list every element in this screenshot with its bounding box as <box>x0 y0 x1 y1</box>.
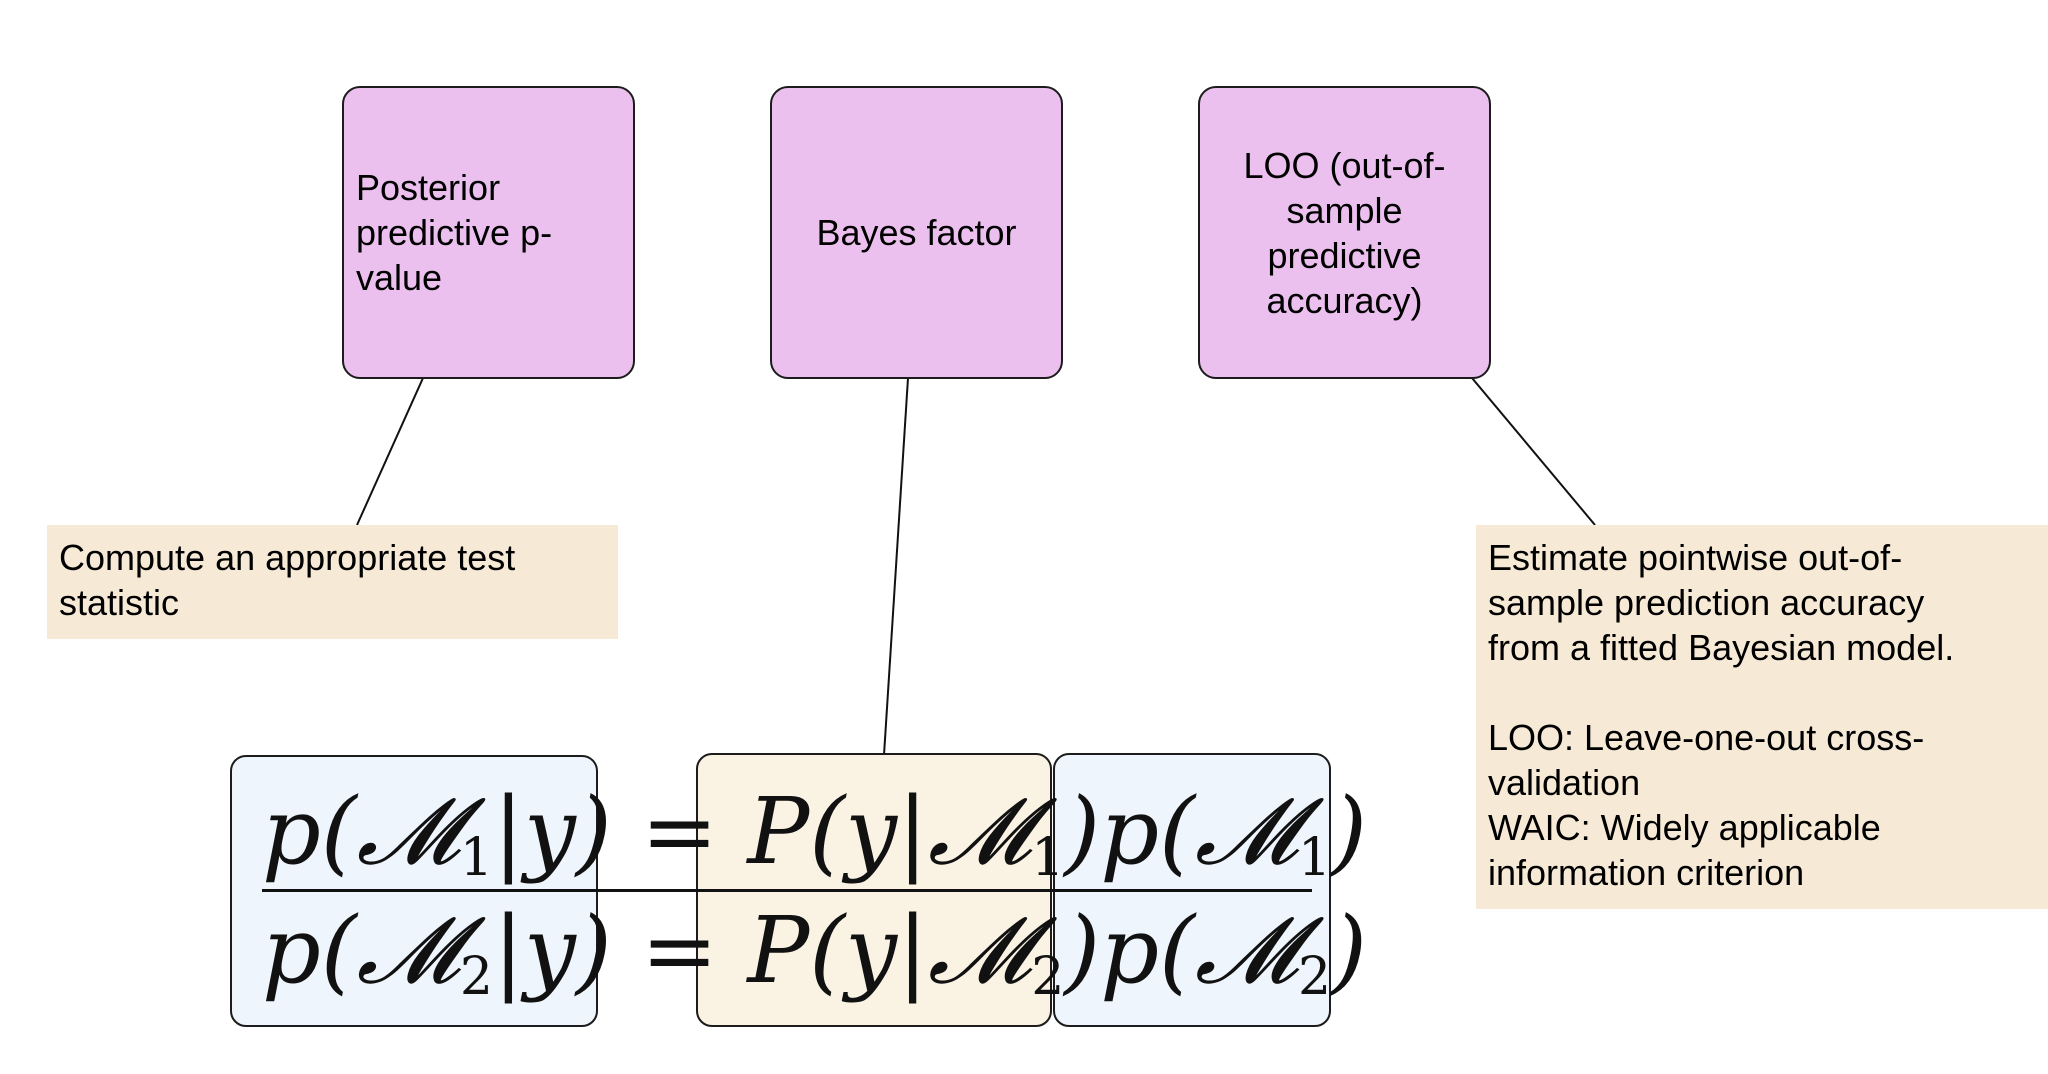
den-likelihood-end: ) <box>1064 897 1101 1004</box>
connector-loo-to-note <box>1471 377 1596 526</box>
fraction-bar <box>262 889 1312 892</box>
bayes-factor-label: Bayes factor <box>816 212 1017 253</box>
loo-box: LOO (out-of- sample predictive accuracy) <box>1198 86 1491 379</box>
loo-label: LOO (out-of- sample predictive accuracy) <box>1243 144 1446 321</box>
test-statistic-note: Compute an appropriate test statistic <box>47 525 618 639</box>
loo-detail-note: Estimate pointwise out-of- sample predic… <box>1476 525 2048 909</box>
den-likelihood: P(y|𝓜 <box>747 897 1032 1004</box>
den-posterior-end: |y) <box>492 897 612 1004</box>
den-equals: = <box>611 897 748 1004</box>
num-equals: = <box>611 778 748 885</box>
den-prior-end: ) <box>1331 897 1368 1004</box>
den-posterior-sub: 2 <box>459 947 493 1007</box>
bayes-factor-box: Bayes factor <box>770 86 1063 379</box>
num-prior: p(𝓜 <box>1100 778 1299 885</box>
num-posterior-end: |y) <box>492 778 612 885</box>
num-prior-end: ) <box>1331 778 1368 885</box>
den-posterior: p(𝓜 <box>262 897 460 1004</box>
num-likelihood-sub: 1 <box>1031 828 1065 888</box>
num-posterior: p(𝓜 <box>262 778 460 885</box>
den-likelihood-sub: 2 <box>1031 947 1065 1007</box>
num-likelihood-end: ) <box>1064 778 1101 885</box>
equation-numerator: p(𝓜1|y) = P(y|𝓜1)p(𝓜1) <box>262 782 1367 885</box>
num-prior-sub: 1 <box>1298 828 1332 888</box>
connector-ppp-to-test <box>356 377 424 526</box>
num-likelihood: P(y|𝓜 <box>747 778 1032 885</box>
connector-bf-to-equation <box>883 377 909 756</box>
den-prior-sub: 2 <box>1298 947 1332 1007</box>
num-posterior-sub: 1 <box>459 828 493 888</box>
posterior-predictive-box: Posterior predictive p- value <box>342 86 635 379</box>
den-prior: p(𝓜 <box>1100 897 1299 1004</box>
equation-denominator: p(𝓜2|y) = P(y|𝓜2)p(𝓜2) <box>262 901 1367 1004</box>
posterior-predictive-label: Posterior predictive p- value <box>356 167 553 298</box>
